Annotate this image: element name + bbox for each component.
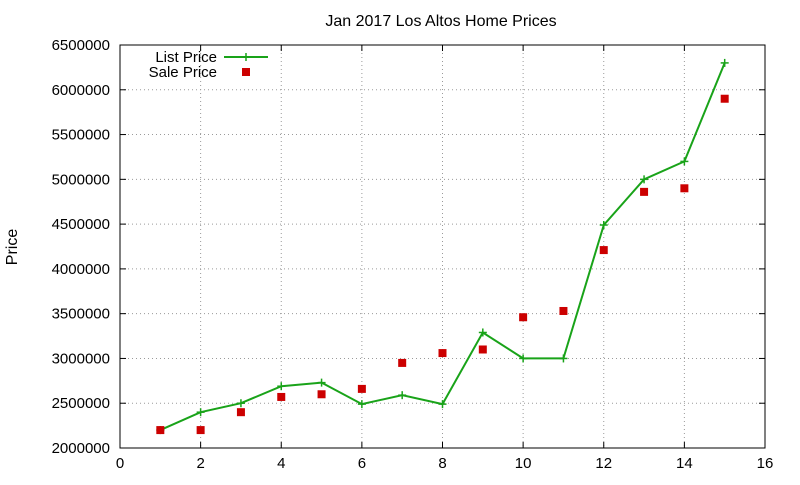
legend-entry-list-price: List Price xyxy=(155,49,268,66)
y-tick-label: 4500000 xyxy=(52,216,110,233)
y-tick-label: 5500000 xyxy=(52,127,110,144)
x-tick-label: 12 xyxy=(595,455,612,472)
list-price-point xyxy=(438,400,447,409)
sale-price-point xyxy=(317,390,326,399)
y-tick-label: 6500000 xyxy=(52,37,110,54)
axis-ticks: 0 2 4 6 8 10 12 14 16 2000000 2500000 3000000 350000… xyxy=(52,37,774,472)
sale-price-point xyxy=(156,426,165,435)
sale-price-point xyxy=(720,94,729,103)
list-price-point xyxy=(640,175,649,184)
legend-entry-sale-price: Sale Price xyxy=(149,64,250,81)
y-tick-label: 4000000 xyxy=(52,261,110,278)
y-axis-label: Price xyxy=(4,229,21,266)
list-price-point xyxy=(680,157,689,166)
x-tick-label: 16 xyxy=(757,455,774,472)
chart-title: Jan 2017 Los Altos Home Prices xyxy=(325,13,556,30)
x-tick-label: 8 xyxy=(438,455,446,472)
sale-price-point xyxy=(680,184,689,193)
sale-price-point xyxy=(478,345,487,354)
grid xyxy=(120,45,765,448)
sale-price-point xyxy=(559,306,568,315)
y-tick-label: 5000000 xyxy=(52,171,110,188)
x-tick-label: 4 xyxy=(277,455,285,472)
legend-square-marker xyxy=(242,68,250,76)
sale-price-point xyxy=(398,358,407,367)
legend-swatch-sale-price xyxy=(242,68,250,76)
list-price-point xyxy=(236,399,245,408)
sale-price-point xyxy=(519,313,528,322)
x-tick-label: 6 xyxy=(358,455,366,472)
list-price-point xyxy=(519,354,528,363)
list-price-point xyxy=(398,391,407,400)
list-price-point xyxy=(277,382,286,391)
list-price-point xyxy=(196,408,205,417)
sale-price-point xyxy=(196,426,205,435)
sale-price-point xyxy=(599,246,608,255)
sale-price-point xyxy=(277,392,286,401)
x-tick-label: 14 xyxy=(676,455,693,472)
y-tick-label: 6000000 xyxy=(52,82,110,99)
sale-price-point xyxy=(438,349,447,358)
sale-price-point xyxy=(236,408,245,417)
list-price-point xyxy=(720,58,729,67)
legend-label-list-price: List Price xyxy=(155,49,217,66)
x-tick-label: 2 xyxy=(196,455,204,472)
legend-label-sale-price: Sale Price xyxy=(149,64,217,81)
y-tick-label: 2500000 xyxy=(52,395,110,412)
list-price-point xyxy=(599,221,608,230)
x-tick-label: 0 xyxy=(116,455,124,472)
list-price-point xyxy=(559,354,568,363)
legend-swatch-list-price xyxy=(224,53,268,61)
sale-price-point xyxy=(640,187,649,196)
data-series xyxy=(156,58,729,435)
y-tick-label: 3000000 xyxy=(52,350,110,367)
list-price-point xyxy=(317,378,326,387)
y-tick-label: 3500000 xyxy=(52,306,110,323)
list-price-point xyxy=(357,400,366,409)
y-tick-label: 2000000 xyxy=(52,440,110,457)
list-price-point xyxy=(478,328,487,337)
legend-cross-marker xyxy=(242,53,250,61)
sale-price-point xyxy=(357,384,366,393)
x-tick-label: 10 xyxy=(515,455,532,472)
legend: List Price Sale Price xyxy=(149,49,268,81)
